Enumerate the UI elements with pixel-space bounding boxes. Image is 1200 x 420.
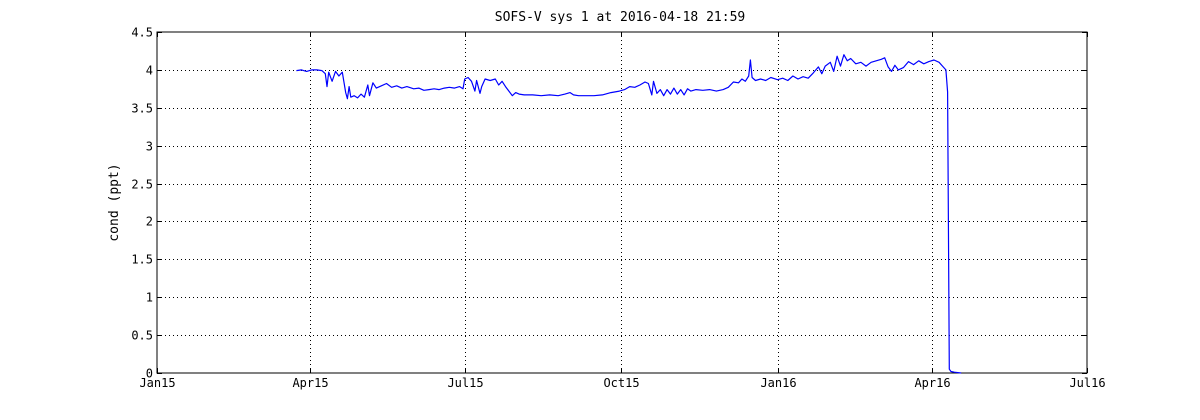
y-axis-label: cond (ppt) [107, 163, 122, 241]
y-tick-label: 4 [146, 64, 153, 78]
grid [157, 32, 1087, 373]
y-tick-label: 0 [146, 367, 153, 381]
x-tick-label: Apr15 [292, 376, 328, 390]
y-tick-label: 1.5 [131, 253, 153, 267]
x-tick-label: Apr16 [914, 376, 950, 390]
x-tick-label: Oct15 [603, 376, 639, 390]
x-tick-label: Jan16 [760, 376, 796, 390]
chart-title: SOFS-V sys 1 at 2016-04-18 21:59 [495, 10, 745, 25]
y-tick-label: 3 [146, 140, 153, 154]
x-axis: Jan15 Apr15 Jul15 Oct15 Jan16 Apr16 Jul16 [139, 32, 1106, 390]
x-tick-label: Jul16 [1069, 376, 1105, 390]
y-axis: 0 0.5 1 1.5 2 2.5 3 3.5 4 4.5 [131, 26, 1087, 381]
y-tick-label: 4.5 [131, 26, 153, 40]
series-layer [296, 54, 962, 374]
y-tick-label: 0.5 [131, 329, 153, 343]
y-tick-label: 3.5 [131, 102, 153, 116]
series-line [296, 54, 962, 374]
x-tick-label: Jan15 [139, 376, 175, 390]
y-tick-label: 1 [146, 291, 153, 305]
y-tick-label: 2 [146, 215, 153, 229]
y-tick-label: 2.5 [131, 178, 153, 192]
x-tick-label: Jul15 [447, 376, 483, 390]
